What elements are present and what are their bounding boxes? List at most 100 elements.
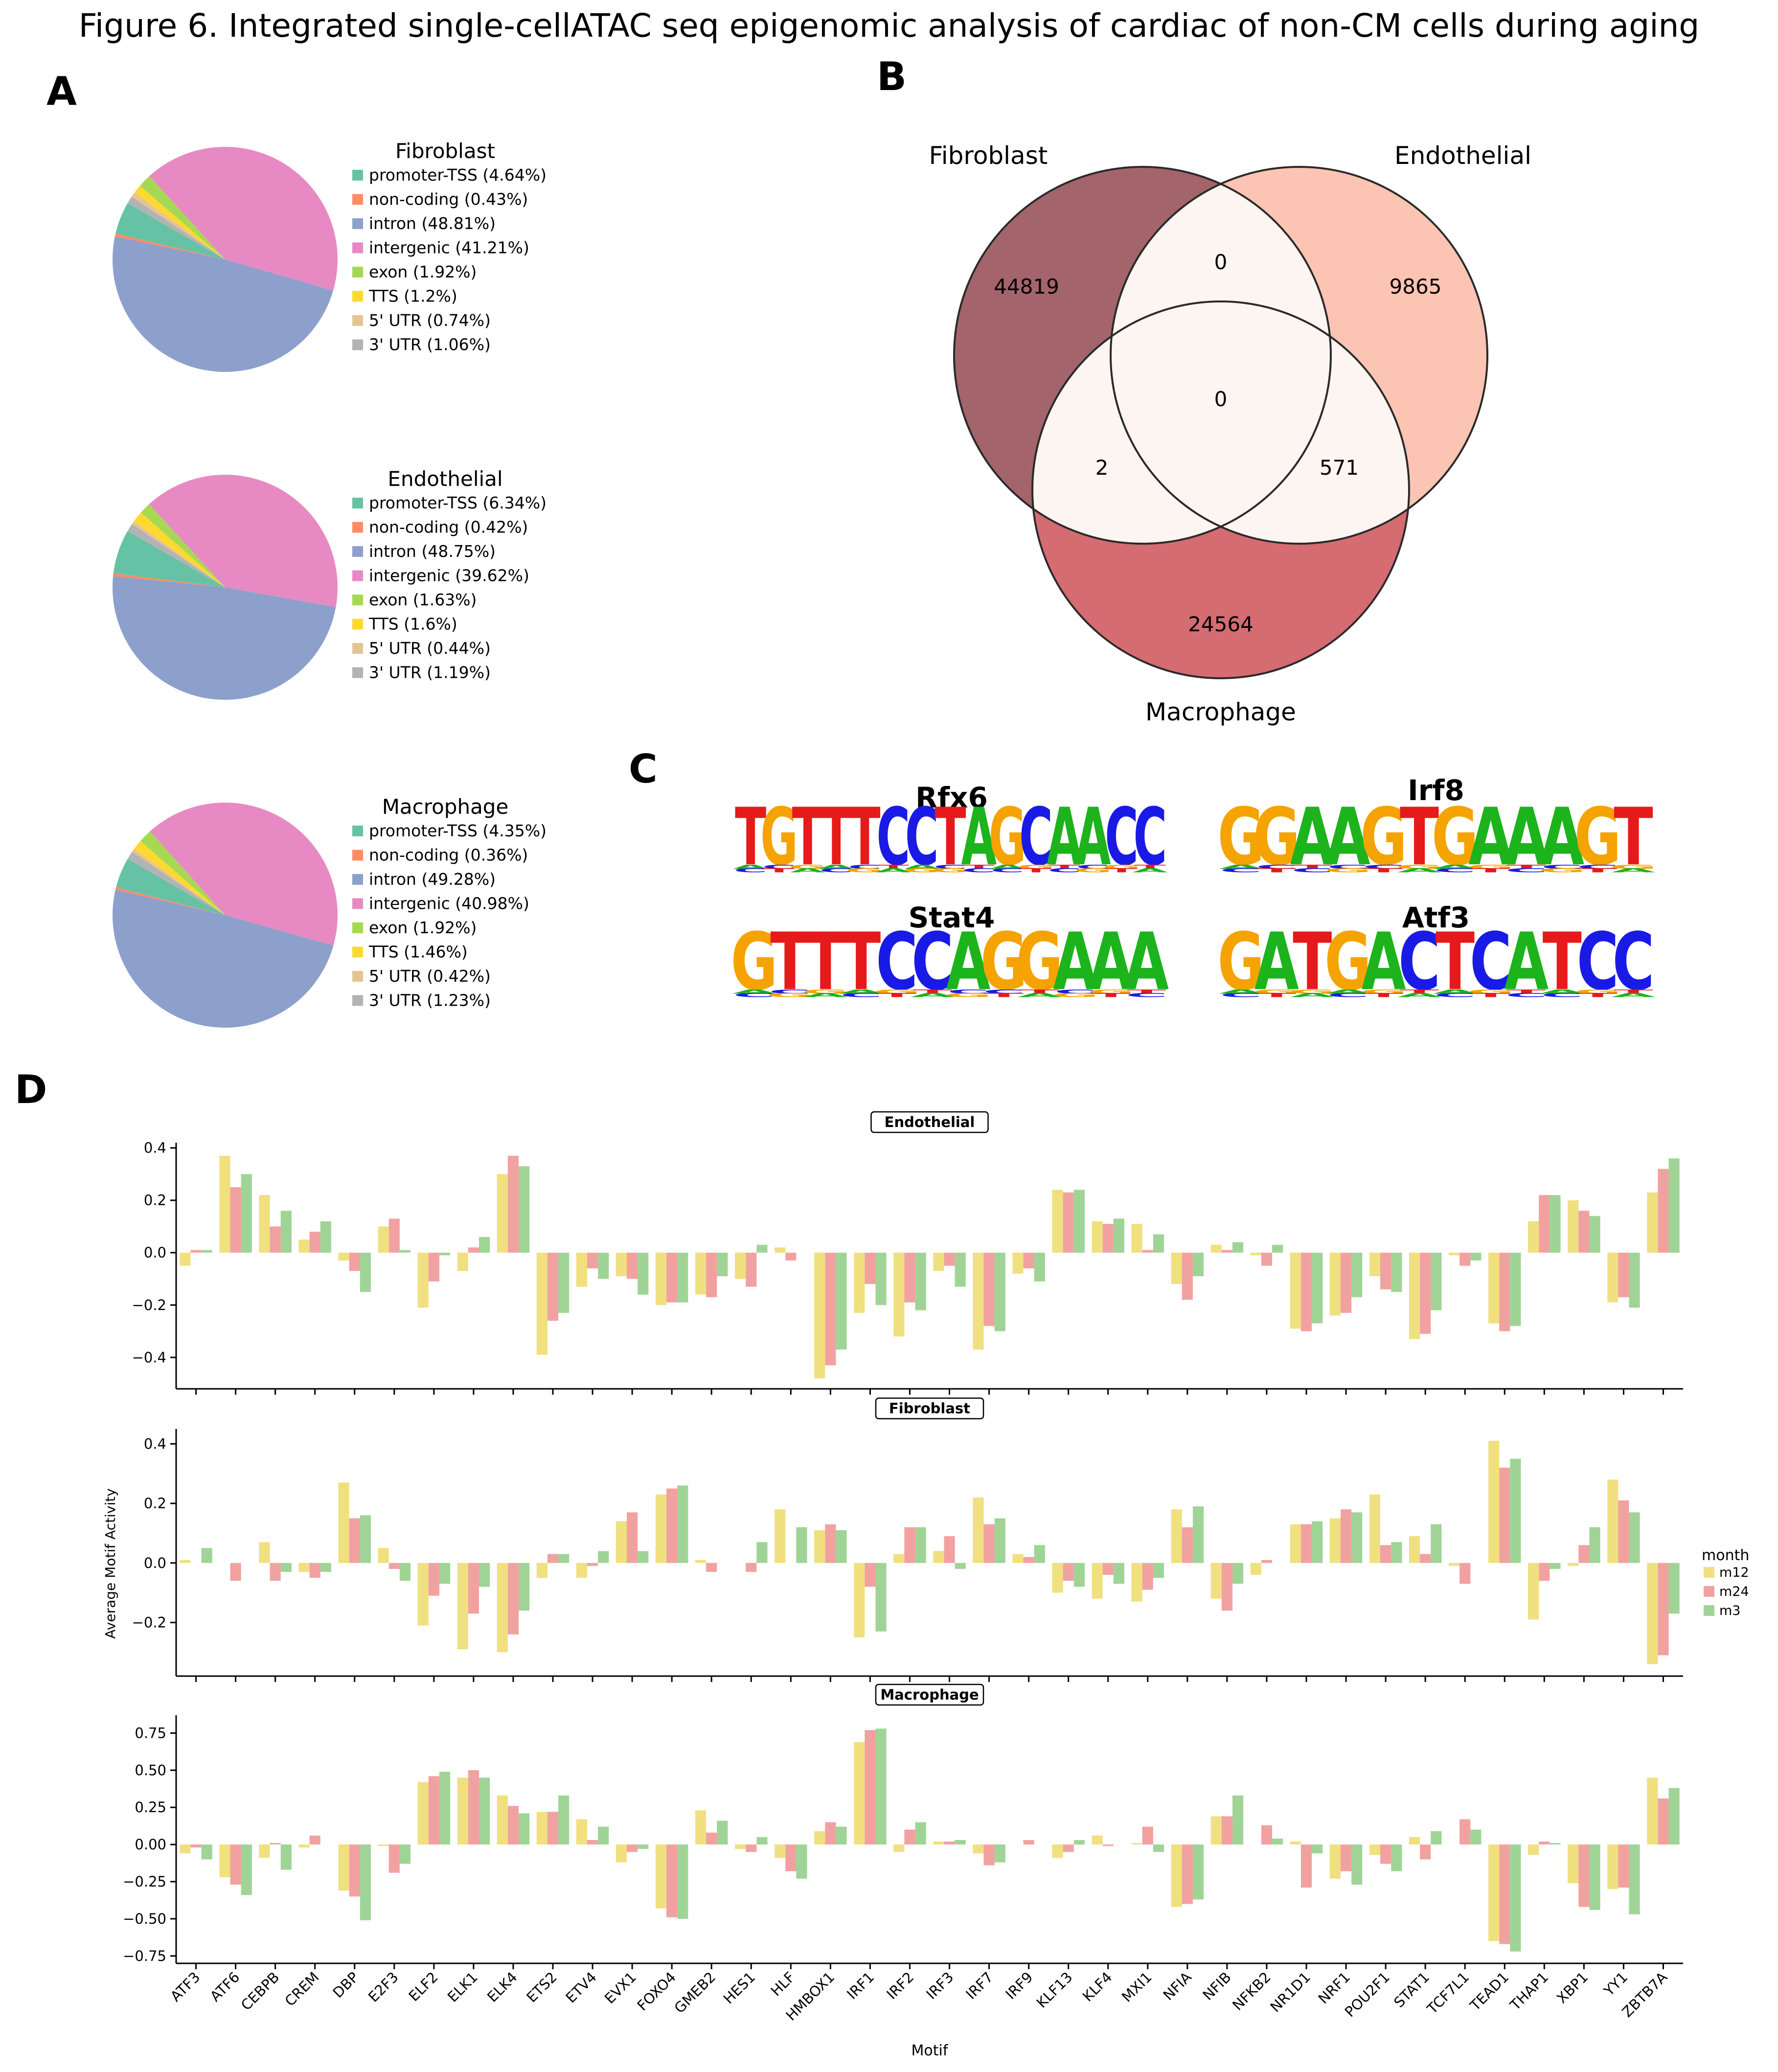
bar [904,1527,915,1563]
bar [1250,1563,1261,1575]
bar [280,1563,292,1572]
logo-letter-minor: T [1471,867,1510,874]
bar [1470,1252,1482,1261]
bar [259,1542,270,1563]
bar [706,1832,717,1845]
logo-letter-minor: C [1076,864,1110,870]
bar [547,1812,559,1845]
bar [627,1512,638,1563]
bar [468,1770,479,1845]
bar [576,1252,587,1287]
bar [1618,1844,1629,1888]
bar [320,1563,331,1572]
bar [428,1252,439,1282]
motif-title: Stat4 [909,901,995,934]
bar [180,1844,191,1854]
logo-letter-minor: T [1578,992,1618,998]
bar [735,1844,746,1849]
bar [230,1844,241,1885]
bar [1550,1843,1561,1845]
logo-letter-minor: G [1324,867,1372,874]
pie-chart-fibroblast: Fibroblast promoter-TSS (4.64%) non-coding… [113,139,547,372]
pie-slice [150,803,338,945]
bar [219,1844,230,1877]
bar [627,1252,638,1279]
bar [1459,1563,1471,1584]
legend-label: exon (1.63%) [369,590,477,609]
bar [756,1837,768,1845]
y-tick-label: −0.25 [123,1873,166,1890]
bar [1351,1844,1363,1885]
bar [1210,1816,1222,1845]
pie-slice [113,576,336,700]
bar [309,1231,320,1253]
bar [1113,1563,1124,1584]
bar [1142,1563,1153,1590]
bar [576,1819,587,1845]
bar [973,1844,984,1854]
bar [836,1252,847,1350]
pie-title: Endothelial [388,467,502,491]
bar [1539,1842,1550,1845]
logo-letter-minor: G [1289,989,1336,995]
bar [615,1844,627,1863]
bar [944,1842,955,1845]
legend-label: 3' UTR (1.19%) [369,663,491,682]
venn-count: 44819 [994,275,1059,299]
venn-outline [1110,166,1488,545]
legend-swatch [1704,1567,1714,1578]
bar [893,1554,905,1563]
bar [875,1728,887,1845]
bar [1102,1563,1114,1575]
bar [507,1155,519,1253]
logo-letter-minor: C [1327,864,1369,870]
motif-title: Irf8 [1408,774,1464,807]
pie-slice [131,192,225,259]
bar [1629,1252,1640,1308]
venn-count: 0 [1214,387,1228,411]
logo-letter-minor: C [1048,867,1081,874]
bar [241,1844,252,1895]
logo-letter-minor: C [848,864,882,870]
bar [309,1563,320,1578]
y-tick-label: 0.0 [144,1244,166,1261]
bar [338,1482,349,1563]
legend-swatch [352,826,363,836]
bar [1182,1252,1193,1300]
logo-letter-minor: T [877,992,916,998]
logo-letter-minor: G [789,864,826,870]
bar [338,1252,349,1261]
logo-letter: C [1576,917,1618,1008]
bar [468,1563,479,1614]
bar [439,1772,451,1845]
bar [1431,1524,1442,1563]
legend-swatch [352,850,363,861]
bar [973,1252,984,1350]
bar [547,1554,559,1563]
legend-label: 5' UTR (0.42%) [369,967,491,986]
bar [519,1563,530,1611]
bar [1012,1252,1024,1274]
bar [814,1252,825,1379]
logo-letter: A [1124,917,1169,1008]
legend-label: intergenic (40.98%) [369,894,529,913]
bar [547,1252,559,1321]
legend-label: m24 [1719,1584,1749,1599]
bar [1431,1252,1442,1311]
bar [298,1239,310,1253]
bar [814,1831,825,1845]
x-tick-label: CEBPB [238,1969,283,2014]
bar [388,1844,400,1873]
logo-letter-minor: G [1538,867,1586,874]
bar [1290,1252,1301,1329]
logo-letter-minor: C [1363,864,1405,870]
x-tick-label: IRF3 [923,1969,957,2003]
legend-label: intron (48.75%) [369,542,496,561]
bar [1647,1777,1658,1845]
x-tick-label: E2F3 [365,1969,402,2005]
bar [1052,1190,1063,1253]
logo-letter-minor: A [1397,992,1442,998]
logo-letter-minor: A [1219,864,1264,870]
panel-title: Macrophage [880,1686,979,1703]
legend-swatch [352,595,363,605]
